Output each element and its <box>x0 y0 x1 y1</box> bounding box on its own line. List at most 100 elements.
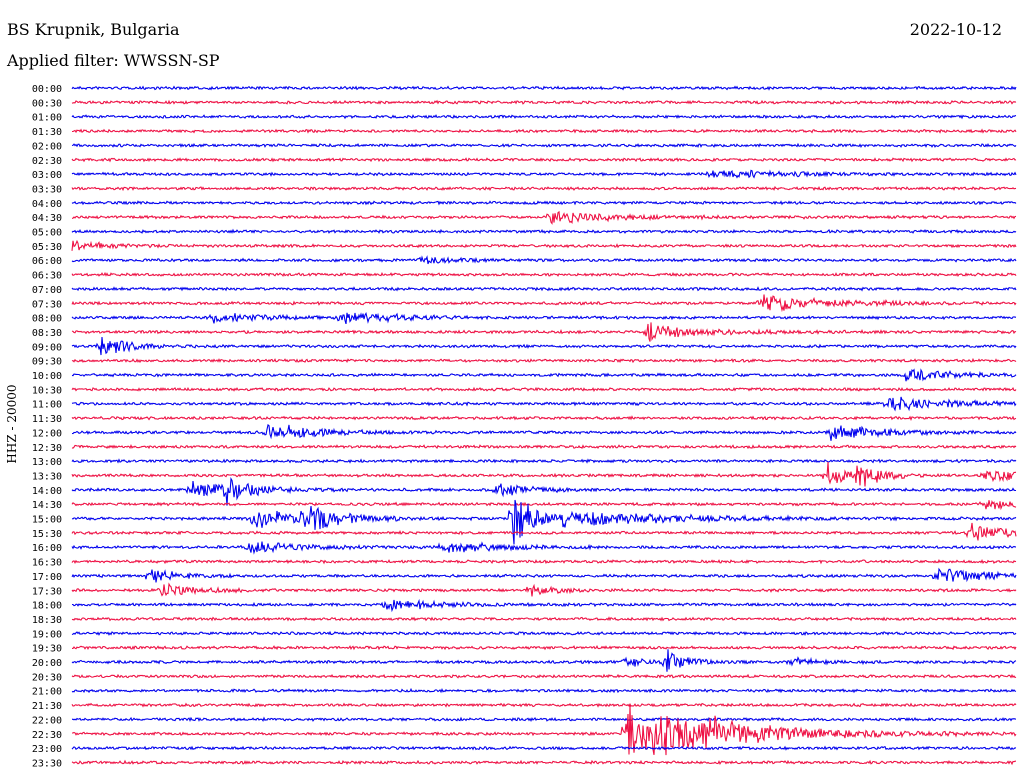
trace-line <box>71 357 1017 364</box>
trace-line <box>71 745 1017 751</box>
trace-line <box>71 99 1017 106</box>
row-time-label: 06:00 <box>32 256 62 267</box>
trace-line <box>71 396 1017 412</box>
row-time-label: 07:30 <box>32 299 62 310</box>
trace-line <box>71 271 1017 278</box>
row-time-label: 01:30 <box>32 127 62 138</box>
trace-line <box>71 443 1017 450</box>
row-time-label: 18:00 <box>32 601 62 612</box>
trace-line <box>71 142 1017 149</box>
row-time-label: 19:00 <box>32 629 62 640</box>
row-time-label: 20:30 <box>32 672 62 683</box>
row-time-label: 08:00 <box>32 314 62 325</box>
row-time-label: 23:00 <box>32 744 62 755</box>
row-time-label: 22:30 <box>32 730 62 741</box>
row-time-label: 20:00 <box>32 658 62 669</box>
row-time-label: 17:00 <box>32 572 62 583</box>
trace-line <box>71 649 1017 672</box>
date-label: 2022-10-12 <box>909 20 1002 39</box>
trace-line <box>72 598 1017 613</box>
row-time-label: 14:30 <box>32 500 62 511</box>
trace-line <box>71 559 1017 565</box>
trace-line <box>71 423 1017 441</box>
trace-line <box>71 702 1017 708</box>
row-time-label: 05:30 <box>32 242 62 253</box>
trace-line <box>71 522 1017 541</box>
trace-line <box>72 704 1017 756</box>
station-title: BS Krupnik, Bulgaria <box>7 20 180 39</box>
trace-line <box>71 415 1017 422</box>
trace-line <box>71 322 1017 342</box>
trace-line <box>71 499 1017 511</box>
trace-line <box>71 673 1017 679</box>
row-time-label: 09:30 <box>32 357 62 368</box>
row-time-label: 11:00 <box>32 400 62 411</box>
row-time-label: 16:30 <box>32 558 62 569</box>
row-time-label: 02:00 <box>32 141 62 152</box>
row-time-label: 21:30 <box>32 701 62 712</box>
row-time-label: 10:30 <box>32 385 62 396</box>
trace-line <box>71 210 1017 225</box>
trace-line <box>71 255 1017 265</box>
trace-line <box>71 311 1017 325</box>
row-time-label: 13:00 <box>32 457 62 468</box>
trace-line <box>71 169 1017 179</box>
trace-line <box>71 386 1017 393</box>
trace-line <box>71 286 1017 292</box>
row-time-label: 01:00 <box>32 113 62 124</box>
row-time-label: 00:00 <box>32 84 62 95</box>
trace-line <box>71 567 1017 583</box>
trace-line <box>71 499 1017 545</box>
row-time-label: 06:30 <box>32 271 62 282</box>
row-time-label: 15:00 <box>32 515 62 526</box>
row-time-label: 00:30 <box>32 98 62 109</box>
trace-line <box>71 582 1017 597</box>
trace-line <box>71 368 1017 382</box>
trace-line <box>71 294 1017 313</box>
row-time-label: 21:00 <box>32 687 62 698</box>
row-time-label: 09:00 <box>32 342 62 353</box>
row-time-label: 12:00 <box>32 428 62 439</box>
trace-line <box>71 759 1016 766</box>
row-time-label: 10:00 <box>32 371 62 382</box>
row-time-label: 23:30 <box>32 758 62 769</box>
row-time-label: 16:00 <box>32 543 62 554</box>
row-time-label: 04:00 <box>32 199 62 210</box>
trace-line <box>71 716 1016 723</box>
row-time-label: 11:30 <box>32 414 62 425</box>
trace-line <box>71 85 1017 91</box>
row-time-label: 22:00 <box>32 715 62 726</box>
row-time-label: 12:30 <box>32 443 62 454</box>
trace-line <box>71 541 1016 555</box>
row-time-label: 02:30 <box>32 156 62 167</box>
trace-line <box>71 616 1017 622</box>
row-time-label: 14:00 <box>32 486 62 497</box>
trace-line <box>71 477 1017 506</box>
trace-line <box>71 239 1017 251</box>
row-time-label: 04:30 <box>32 213 62 224</box>
filter-label: Applied filter: WWSSN-SP <box>7 51 220 70</box>
row-time-label: 07:00 <box>32 285 62 296</box>
trace-line <box>71 157 1017 163</box>
trace-line <box>71 687 1017 694</box>
trace-line <box>71 461 1017 487</box>
row-time-label: 13:30 <box>32 471 62 482</box>
trace-line <box>72 644 1017 651</box>
row-time-label: 19:30 <box>32 644 62 655</box>
row-time-label: 15:30 <box>32 529 62 540</box>
row-time-label: 03:00 <box>32 170 62 181</box>
row-time-label: 08:30 <box>32 328 62 339</box>
row-time-label: 18:30 <box>32 615 62 626</box>
trace-line <box>71 114 1017 120</box>
trace-line <box>72 128 1017 134</box>
trace-line <box>71 185 1017 192</box>
trace-line <box>71 228 1017 234</box>
row-time-label: 17:30 <box>32 586 62 597</box>
trace-line <box>71 200 1017 206</box>
trace-line <box>71 630 1017 637</box>
trace-line <box>71 336 1017 356</box>
row-time-label: 03:30 <box>32 184 62 195</box>
row-time-label: 05:00 <box>32 228 62 239</box>
trace-line <box>71 458 1017 464</box>
